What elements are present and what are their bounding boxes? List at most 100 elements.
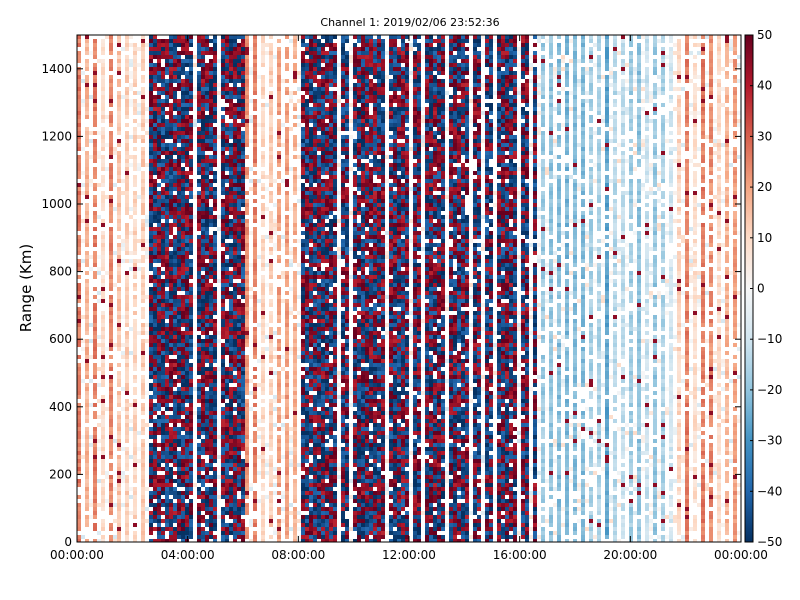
heatmap-cell: [225, 463, 229, 467]
heatmap-cell: [209, 255, 213, 259]
heatmap-cell: [109, 187, 113, 191]
heatmap-cell: [137, 459, 141, 463]
heatmap-cell: [277, 387, 281, 391]
heatmap-cell: [213, 103, 217, 107]
heatmap-cell: [189, 367, 193, 371]
heatmap-cell: [173, 451, 177, 455]
heatmap-cell: [81, 183, 85, 187]
heatmap-cell: [285, 499, 289, 503]
heatmap-cell: [169, 243, 173, 247]
heatmap-cell: [221, 47, 225, 51]
heatmap-cell: [293, 171, 297, 175]
heatmap-cell: [233, 303, 237, 307]
heatmap-cell: [225, 319, 229, 323]
heatmap-cell: [153, 195, 157, 199]
heatmap-cell: [301, 527, 305, 531]
heatmap-cell: [165, 119, 169, 123]
heatmap-cell: [201, 347, 205, 351]
heatmap-cell: [285, 107, 289, 111]
heatmap-cell: [269, 91, 273, 95]
heatmap-cell: [181, 247, 185, 251]
heatmap-cell: [125, 191, 129, 195]
heatmap-cell: [205, 119, 209, 123]
heatmap-cell: [245, 363, 249, 367]
heatmap-cell: [217, 83, 221, 87]
heatmap-cell: [241, 407, 245, 411]
heatmap-cell: [173, 291, 177, 295]
heatmap-cell: [261, 79, 265, 83]
heatmap-cell: [181, 107, 185, 111]
heatmap-cell: [241, 223, 245, 227]
heatmap-cell: [213, 519, 217, 523]
heatmap-cell: [233, 307, 237, 311]
heatmap-cell: [177, 43, 181, 47]
heatmap-cell: [153, 155, 157, 159]
heatmap-cell: [93, 79, 97, 83]
heatmap-cell: [277, 439, 281, 443]
heatmap-cell: [261, 427, 265, 431]
heatmap-cell: [269, 135, 273, 139]
heatmap-cell: [153, 435, 157, 439]
heatmap-cell: [305, 199, 309, 203]
heatmap-cell: [245, 271, 249, 275]
heatmap-cell: [293, 223, 297, 227]
heatmap-cell: [201, 167, 205, 171]
heatmap-cell: [269, 399, 273, 403]
heatmap-cell: [261, 379, 265, 383]
heatmap-cell: [205, 95, 209, 99]
heatmap-cell: [109, 135, 113, 139]
heatmap-cell: [205, 383, 209, 387]
heatmap-cell: [253, 435, 257, 439]
heatmap-cell: [273, 231, 277, 235]
heatmap-cell: [197, 407, 201, 411]
heatmap-cell: [305, 447, 309, 451]
heatmap-cell: [185, 399, 189, 403]
heatmap-cell: [101, 539, 105, 542]
heatmap-cell: [125, 455, 129, 459]
heatmap-cell: [229, 379, 233, 383]
heatmap-cell: [205, 471, 209, 475]
heatmap-cell: [245, 203, 249, 207]
heatmap-cell: [209, 427, 213, 431]
heatmap-cell: [309, 255, 313, 259]
heatmap-cell: [201, 323, 205, 327]
heatmap-cell: [229, 271, 233, 275]
heatmap-cell: [129, 267, 133, 271]
heatmap-cell: [281, 415, 285, 419]
heatmap-cell: [241, 283, 245, 287]
heatmap-cell: [197, 227, 201, 231]
heatmap-cell: [269, 535, 273, 539]
heatmap-cell: [201, 35, 205, 39]
heatmap-cell: [305, 171, 309, 175]
heatmap-cell: [253, 267, 257, 271]
heatmap-cell: [85, 131, 89, 135]
heatmap-cell: [245, 479, 249, 483]
heatmap-cell: [241, 227, 245, 231]
heatmap-cell: [149, 55, 153, 59]
heatmap-cell: [125, 259, 129, 263]
heatmap-cell: [93, 327, 97, 331]
heatmap-cell: [121, 191, 125, 195]
heatmap-cell: [269, 127, 273, 131]
heatmap-cell: [229, 391, 233, 395]
heatmap-cell: [117, 319, 121, 323]
heatmap-cell: [301, 243, 305, 247]
heatmap-cell: [213, 95, 217, 99]
heatmap-cell: [293, 359, 297, 363]
heatmap-cell: [161, 299, 165, 303]
heatmap-cell: [285, 403, 289, 407]
heatmap-cell: [293, 527, 297, 531]
heatmap-cell: [117, 395, 121, 399]
heatmap-cell: [305, 71, 309, 75]
heatmap-cell: [157, 251, 161, 255]
heatmap-cell: [101, 351, 105, 355]
heatmap-cell: [273, 243, 277, 247]
heatmap-cell: [77, 375, 81, 379]
heatmap-cell: [261, 307, 265, 311]
heatmap-cell: [173, 35, 177, 39]
heatmap-cell: [165, 407, 169, 411]
heatmap-cell: [241, 135, 245, 139]
heatmap-cell: [85, 411, 89, 415]
heatmap-cell: [117, 335, 121, 339]
heatmap-cell: [185, 219, 189, 223]
